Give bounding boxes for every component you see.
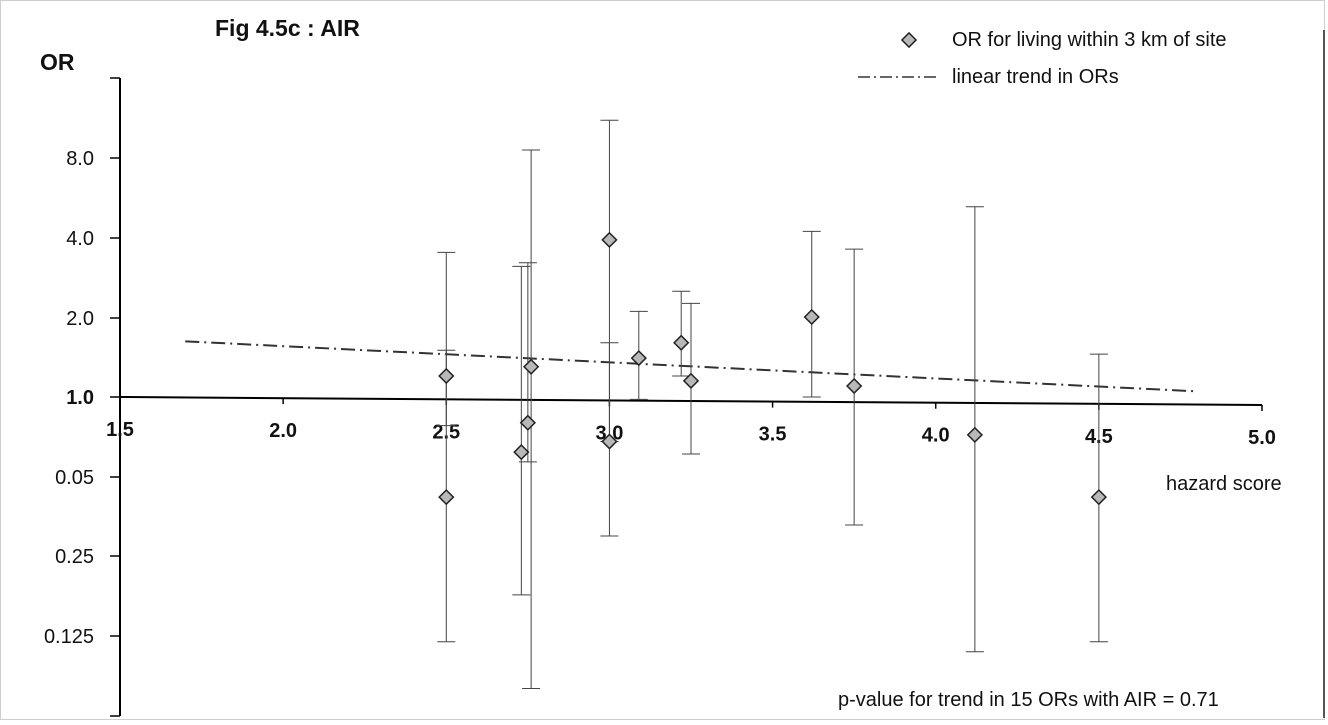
y-tick-label: 0.125 bbox=[44, 626, 94, 648]
legend-marker-label: OR for living within 3 km of site bbox=[952, 29, 1227, 51]
data-point-marker bbox=[803, 308, 820, 326]
legend-marker-icon bbox=[900, 31, 918, 49]
data-point-diamond bbox=[682, 372, 700, 390]
data-point-diamond bbox=[803, 308, 820, 326]
chart-title: Fig 4.5c : AIR bbox=[215, 15, 360, 41]
x-tick-label: 1.5 bbox=[106, 419, 134, 441]
data-point-diamond bbox=[966, 426, 984, 444]
data-point-marker bbox=[682, 372, 700, 390]
data-point-marker bbox=[522, 358, 540, 375]
data-point-marker bbox=[438, 488, 455, 506]
data-point-marker bbox=[519, 414, 536, 431]
y-ticks: 8.0 4.0 2.0 1.0 0.05 0.25 0.125 bbox=[44, 77, 120, 717]
markers bbox=[438, 231, 1107, 506]
data-point-marker bbox=[513, 444, 530, 461]
legend-trend-label: linear trend in ORs bbox=[952, 66, 1119, 88]
data-point-diamond bbox=[630, 350, 647, 367]
data-point-diamond bbox=[846, 377, 863, 395]
data-point-diamond bbox=[513, 444, 530, 461]
data-point-diamond bbox=[522, 358, 540, 375]
y-tick-label: 8.0 bbox=[66, 148, 94, 170]
data-point-diamond bbox=[438, 488, 455, 506]
data-point-diamond bbox=[1090, 488, 1107, 506]
x-tick-label: 3.5 bbox=[759, 424, 787, 446]
x-tick-label: 4.0 bbox=[922, 425, 950, 447]
data-point-diamond bbox=[438, 367, 455, 385]
data-point-diamond bbox=[601, 433, 618, 450]
data-point-marker bbox=[438, 367, 455, 385]
y-tick-label: 4.0 bbox=[66, 228, 94, 250]
y-tick-label: 1.0 bbox=[66, 387, 94, 409]
p-value-annotation: p-value for trend in 15 ORs with AIR = 0… bbox=[838, 689, 1219, 711]
data-point-marker bbox=[1090, 488, 1107, 506]
data-point-diamond bbox=[519, 414, 536, 431]
data-point-marker bbox=[673, 334, 690, 351]
data-point-marker bbox=[846, 377, 863, 395]
y-tick-label: 0.25 bbox=[55, 546, 94, 568]
data-point-marker bbox=[630, 350, 647, 367]
y-tick-label: 2.0 bbox=[66, 308, 94, 330]
data-point-marker bbox=[601, 433, 618, 450]
data-point-diamond bbox=[601, 231, 618, 249]
y-tick-label: 0.05 bbox=[55, 467, 94, 489]
legend: OR for living within 3 km of site linear… bbox=[858, 29, 1227, 88]
data-point-marker bbox=[966, 426, 984, 444]
x-tick-label: 5.0 bbox=[1248, 427, 1276, 449]
x-axis-label: hazard score bbox=[1166, 473, 1282, 495]
y-axis-label: OR bbox=[40, 49, 75, 75]
data-point-diamond bbox=[673, 334, 690, 351]
data-point-marker bbox=[601, 231, 618, 249]
x-tick-label: 2.0 bbox=[269, 420, 297, 442]
